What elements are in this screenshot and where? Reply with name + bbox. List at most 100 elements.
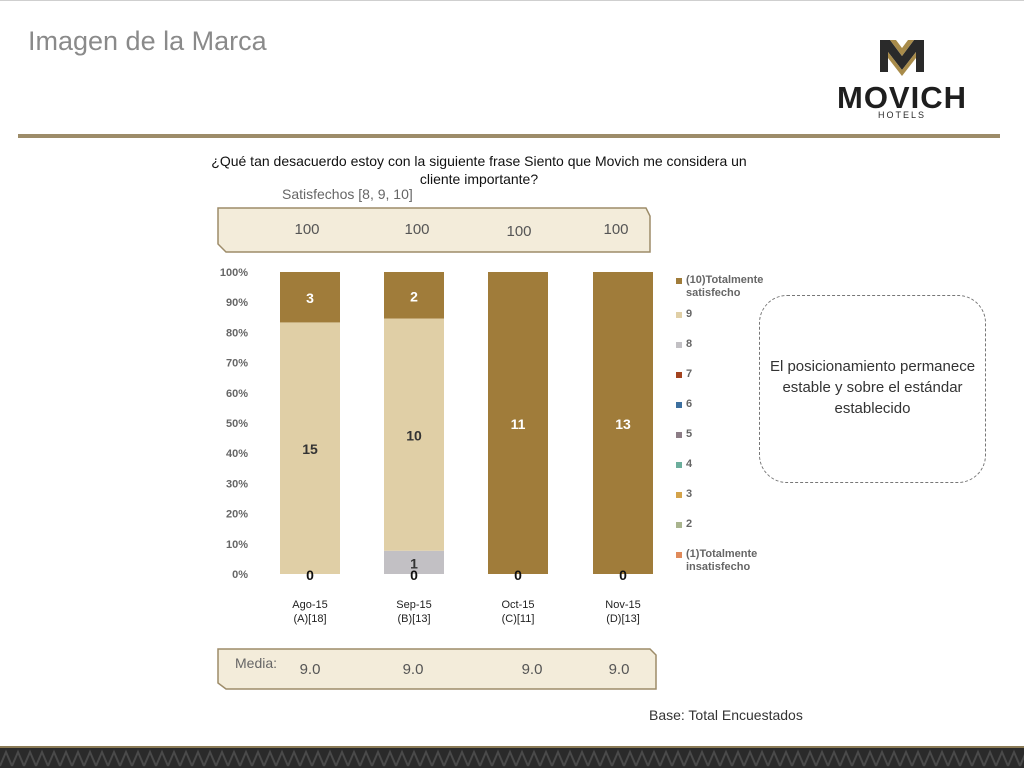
- y-tick-label: 70%: [226, 358, 248, 370]
- footer-chevron: [503, 749, 517, 767]
- legend-label: (1)Totalmente insatisfecho: [686, 548, 758, 573]
- footer-chevron: [695, 749, 709, 767]
- footer-chevron: [215, 749, 229, 767]
- footer-chevron: [491, 749, 505, 767]
- bar-segment: [384, 318, 444, 551]
- footer-chevron: [647, 749, 661, 767]
- satisfied-value-ago: 100: [294, 221, 320, 238]
- legend-label: 2: [686, 518, 693, 530]
- survey-question: ¿Qué tan desacuerdo estoy con la siguien…: [211, 153, 747, 187]
- base-note: Base: Total Encuestados: [649, 707, 803, 723]
- footer-chevron: [155, 749, 169, 767]
- zero-label: 0: [306, 567, 314, 583]
- legend-label: 5: [686, 428, 693, 440]
- data-label: 3: [306, 290, 314, 306]
- y-tick-label: 30%: [226, 478, 248, 490]
- y-tick-label: 80%: [226, 327, 248, 339]
- footer-chevron: [179, 749, 193, 767]
- bar-segment: [488, 272, 548, 574]
- legend-label: (10)Totalmente satisfecho: [686, 274, 764, 299]
- footer-gold-line: [0, 746, 1024, 748]
- footer-band: [0, 746, 1024, 768]
- footer-chevron: [431, 749, 445, 767]
- footer-chevron: [143, 749, 157, 767]
- bar-segment: [280, 322, 340, 574]
- x-category-label: (D)[13]: [606, 613, 640, 625]
- footer-chevron: [839, 749, 853, 767]
- zero-label: 0: [619, 567, 627, 583]
- footer-chevron: [287, 749, 301, 767]
- footer-chevron: [827, 749, 841, 767]
- footer-chevron: [47, 749, 61, 767]
- footer-chevron: [443, 749, 457, 767]
- y-tick-label: 100%: [220, 267, 248, 279]
- footer-chevron: [515, 749, 529, 767]
- legend-swatch: [676, 342, 682, 348]
- footer-chevron: [383, 749, 397, 767]
- legend-label: 7: [686, 368, 693, 380]
- legend-swatch: [676, 492, 682, 498]
- data-label: 15: [302, 441, 318, 457]
- footer-chevron: [83, 749, 97, 767]
- footer-pattern: [0, 749, 1024, 767]
- page-title: Imagen de la Marca: [28, 26, 267, 56]
- footer-chevron: [755, 749, 769, 767]
- footer-chevron: [851, 749, 865, 767]
- footer-chevron: [887, 749, 901, 767]
- footer-chevron: [983, 749, 997, 767]
- footer-chevron: [119, 749, 133, 767]
- footer-chevron: [947, 749, 961, 767]
- footer-chevron: [35, 749, 49, 767]
- logo-wordmark: MOVICH: [837, 80, 967, 115]
- media-value-ago: 9.0: [299, 661, 321, 678]
- footer-chevron: [623, 749, 637, 767]
- footer-chevron: [731, 749, 745, 767]
- footer-chevron: [239, 749, 253, 767]
- footer-chevron: [767, 749, 781, 767]
- bar-segment: [280, 272, 340, 323]
- satisfied-value-oct: 100: [506, 223, 532, 240]
- legend-label: 9: [686, 308, 693, 320]
- legend-swatch: [676, 552, 682, 558]
- footer-chevron: [611, 749, 625, 767]
- footer-chevron: [971, 749, 985, 767]
- x-category-label: (C)[11]: [502, 613, 535, 625]
- footer-chevron: [311, 749, 325, 767]
- footer-chevron: [323, 749, 337, 767]
- media-banner: 9.0 9.0 9.0 9.0: [216, 647, 658, 691]
- footer-chevron: [359, 749, 373, 767]
- bar-segment: [384, 272, 444, 319]
- y-tick-label: 50%: [226, 418, 248, 430]
- footer-chevron: [263, 749, 277, 767]
- legend-swatch: [676, 278, 682, 284]
- zero-label: 0: [410, 567, 418, 583]
- footer-chevron: [1019, 754, 1024, 767]
- satisfied-banner: 100 100 100 100: [216, 206, 652, 254]
- footer-chevron: [11, 749, 25, 767]
- footer-chevron: [71, 749, 85, 767]
- legend-label: 6: [686, 398, 693, 410]
- title-divider: [18, 134, 1000, 138]
- legend-swatch: [676, 522, 682, 528]
- legend-label: 8: [686, 338, 693, 350]
- footer-chevron: [743, 749, 757, 767]
- footer-chevron: [707, 749, 721, 767]
- footer-chevron: [227, 749, 241, 767]
- legend-swatch: [676, 462, 682, 468]
- y-tick-label: 20%: [226, 509, 248, 521]
- footer-chevron: [959, 749, 973, 767]
- footer-chevron: [551, 749, 565, 767]
- footer-chevron: [407, 749, 421, 767]
- legend-swatch: [676, 432, 682, 438]
- footer-chevron: [923, 749, 937, 767]
- footer-chevron: [803, 749, 817, 767]
- satisfied-label: Satisfechos [8, 9, 10]: [282, 186, 413, 202]
- x-category-label: Ago-15: [292, 599, 327, 611]
- legend-label: 4: [686, 458, 693, 470]
- footer-chevron: [167, 749, 181, 767]
- zero-label: 0: [514, 567, 522, 583]
- footer-chevron: [899, 749, 913, 767]
- footer-chevron: [875, 749, 889, 767]
- footer-chevron: [203, 749, 217, 767]
- y-tick-label: 90%: [226, 297, 248, 309]
